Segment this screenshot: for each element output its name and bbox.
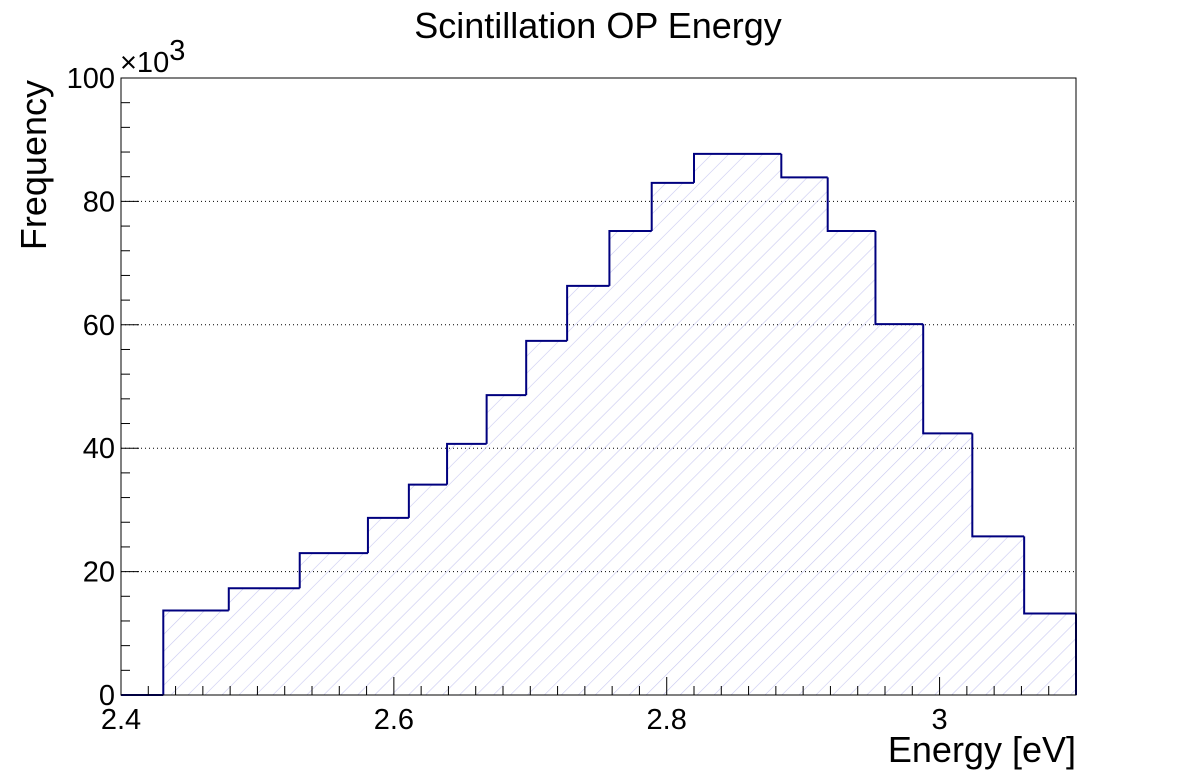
y-tick-label-5: 100	[67, 63, 115, 95]
x-axis-label: Energy [eV]	[888, 729, 1076, 770]
histogram-bin-15	[874, 231, 924, 326]
histogram-bin-10	[608, 230, 652, 286]
histogram-bin-17	[971, 433, 1025, 538]
x-tick-label-3: 3	[932, 704, 948, 736]
y-tick-label-1: 20	[83, 557, 115, 589]
histogram-steps	[121, 152, 1077, 696]
histogram-bin-3	[298, 552, 368, 589]
histogram-bin-16	[922, 324, 973, 435]
histogram-bin-5	[407, 483, 448, 518]
y-tick-label-2: 40	[83, 433, 115, 465]
y-tick-label-3: 60	[83, 310, 115, 342]
histogram-bin-8	[525, 339, 568, 396]
y-tick-label-0: 0	[99, 680, 115, 712]
y-axis-ticks: 0 20 40 60 80 100	[67, 63, 139, 712]
histogram-bin-18	[1023, 536, 1076, 615]
y-tick-label-4: 80	[83, 186, 115, 218]
y-axis-multiplier: ×103	[120, 35, 185, 79]
histogram-bin-9	[566, 284, 610, 341]
histogram-bin-2	[227, 587, 300, 611]
plot-frame	[120, 77, 1077, 696]
x-tick-label-1: 2.6	[374, 704, 414, 736]
y-axis-label: Frequency	[13, 80, 54, 250]
y-multiplier-base: ×10	[120, 47, 169, 79]
histogram-bin-12	[693, 152, 782, 183]
histogram-hatch-area	[121, 153, 1076, 696]
histogram-bin-1	[162, 609, 229, 695]
x-tick-label-2: 2.8	[647, 704, 687, 736]
histogram-bin-4	[366, 516, 409, 554]
y-multiplier-exponent: 3	[169, 35, 185, 67]
x-axis-ticks: 2.4 2.6 2.8 3	[101, 677, 1077, 736]
histogram-bin-14	[826, 177, 876, 233]
histogram-bin-6	[446, 442, 487, 485]
x-tick-label-0: 2.4	[101, 704, 141, 736]
histogram-bin-11	[650, 181, 694, 232]
histogram-fill	[121, 153, 1076, 696]
histogram-bin-13	[780, 153, 828, 179]
chart-title: Scintillation OP Energy	[414, 5, 782, 46]
histogram-bin-7	[485, 394, 527, 444]
